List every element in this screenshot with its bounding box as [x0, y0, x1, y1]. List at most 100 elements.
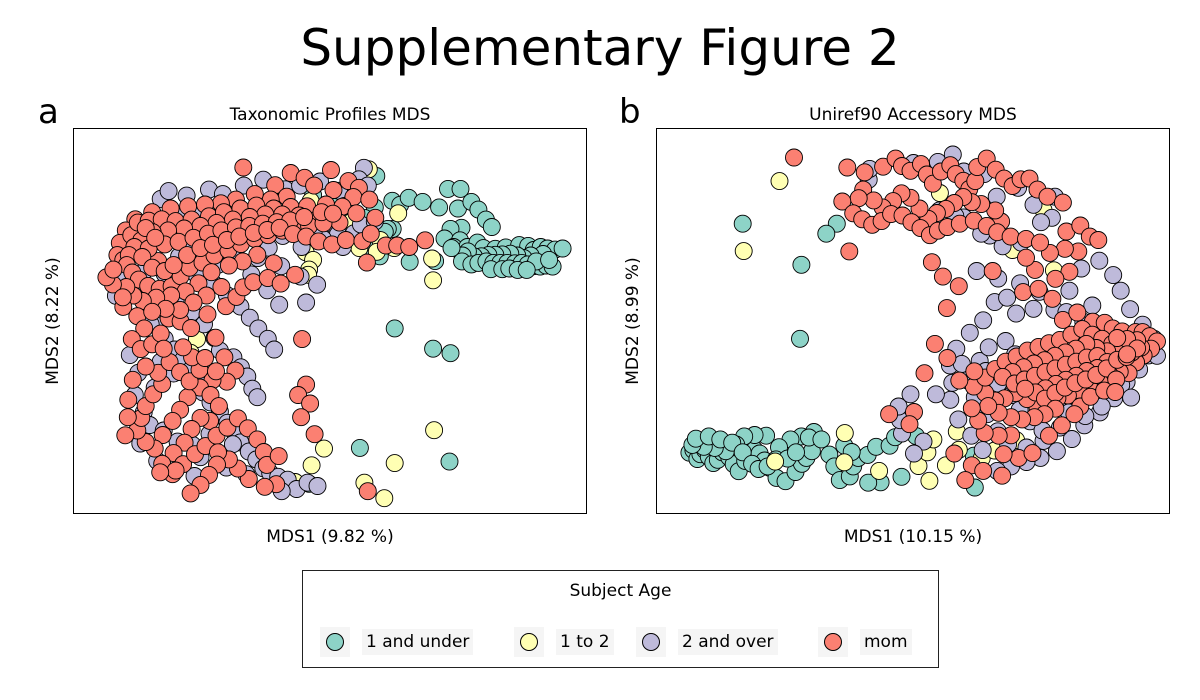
point-mom — [206, 328, 225, 347]
point-1-to-2 — [389, 204, 408, 223]
point-mom — [305, 176, 324, 195]
point-2-and-over — [973, 441, 992, 460]
point-mom — [143, 302, 162, 321]
point-1-and-under — [451, 179, 470, 198]
point-1-and-under — [440, 452, 459, 471]
point-mom — [198, 305, 217, 324]
point-mom — [239, 470, 258, 488]
point-1-and-under — [792, 255, 811, 274]
point-mom — [855, 163, 874, 182]
point-1-and-under — [859, 473, 878, 492]
point-2-and-over — [1047, 442, 1066, 461]
point-1-and-under — [791, 329, 809, 348]
point-mom — [1089, 231, 1108, 249]
point-mom — [937, 299, 956, 318]
point-1-and-under — [441, 344, 460, 363]
point-mom — [922, 253, 941, 272]
point-mom — [293, 330, 312, 349]
point-mom — [181, 484, 200, 503]
point-mom — [965, 362, 984, 381]
point-mom — [151, 463, 170, 482]
point-mom — [322, 161, 340, 179]
point-mom — [182, 319, 201, 337]
point-mom — [336, 231, 355, 249]
point-mom — [360, 190, 379, 209]
point-mom — [1026, 260, 1044, 279]
point-2-and-over — [265, 340, 284, 359]
plot-frame — [656, 128, 1170, 514]
point-2-and-over — [1007, 304, 1026, 323]
point-2-and-over — [1024, 299, 1043, 318]
point-mom — [324, 204, 342, 223]
panel-a-y-axis-label: MDS2 (8.22 %) — [43, 257, 63, 385]
point-2-and-over — [998, 288, 1017, 307]
legend-title: Subject Age — [569, 581, 672, 601]
point-1-to-2 — [425, 421, 444, 440]
point-2-and-over — [901, 385, 920, 404]
point-2-and-over — [1104, 266, 1123, 285]
point-mom — [1014, 283, 1033, 302]
legend-marker — [636, 627, 666, 657]
point-1-to-2 — [835, 424, 854, 443]
point-mom — [945, 444, 964, 463]
point-1-to-2 — [920, 471, 939, 490]
point-mom — [1055, 239, 1074, 258]
point-mom — [196, 349, 214, 367]
point-1-and-under — [733, 214, 752, 233]
point-mom — [994, 445, 1013, 464]
point-mom — [1106, 383, 1125, 401]
point-mom — [993, 466, 1012, 485]
legend-item-1-to-2: 1 to 2 — [514, 627, 614, 657]
point-mom — [785, 148, 803, 167]
point-mom — [361, 224, 380, 243]
legend-label: 2 and over — [678, 629, 778, 655]
scatter-points — [680, 145, 1166, 497]
point-mom — [938, 349, 957, 367]
point-1-and-under — [430, 198, 449, 217]
point-mom — [301, 394, 320, 413]
point-1-and-under — [442, 239, 461, 258]
point-2-and-over — [270, 295, 289, 314]
point-mom — [118, 408, 137, 427]
point-2-and-over — [926, 385, 945, 404]
point-mom — [153, 426, 172, 444]
point-1-and-under — [553, 239, 572, 258]
point-mom — [925, 334, 944, 353]
legend-label: mom — [860, 629, 912, 655]
legend-marker — [818, 627, 848, 657]
legend: Subject Age 1 and under 1 to 2 2 and ove… — [302, 570, 939, 668]
panel-b-letter: b — [619, 92, 641, 132]
point-2-and-over — [967, 262, 986, 280]
point-mom — [366, 208, 385, 227]
point-2-and-over — [248, 388, 267, 407]
legend-label: 1 to 2 — [556, 629, 614, 655]
point-mom — [840, 242, 859, 261]
point-1-to-2 — [375, 489, 394, 508]
point-2-and-over — [905, 444, 923, 463]
scatter-points — [97, 158, 572, 508]
point-mom — [950, 371, 969, 390]
legend-marker — [514, 627, 544, 657]
point-2-and-over — [297, 293, 316, 312]
point-2-and-over — [974, 311, 993, 330]
point-mom — [1023, 444, 1042, 463]
point-mom — [123, 370, 142, 389]
point-mom — [135, 319, 154, 338]
legend-item-mom: mom — [818, 627, 912, 657]
point-mom — [1108, 329, 1127, 347]
point-2-and-over — [308, 275, 327, 294]
point-1-to-2 — [423, 249, 442, 268]
point-1-and-under — [817, 224, 836, 243]
point-2-and-over — [1122, 388, 1141, 407]
legend-marker — [320, 627, 350, 657]
point-mom — [1031, 233, 1049, 252]
point-mom — [146, 228, 165, 247]
point-mom — [286, 265, 305, 284]
point-mom — [234, 158, 253, 177]
panel-a-scatter-plot — [73, 128, 587, 514]
point-mom — [175, 433, 194, 452]
point-1-and-under — [424, 339, 443, 358]
point-mom — [1053, 193, 1072, 212]
point-mom — [104, 260, 123, 279]
panel-a-letter: a — [38, 92, 59, 132]
